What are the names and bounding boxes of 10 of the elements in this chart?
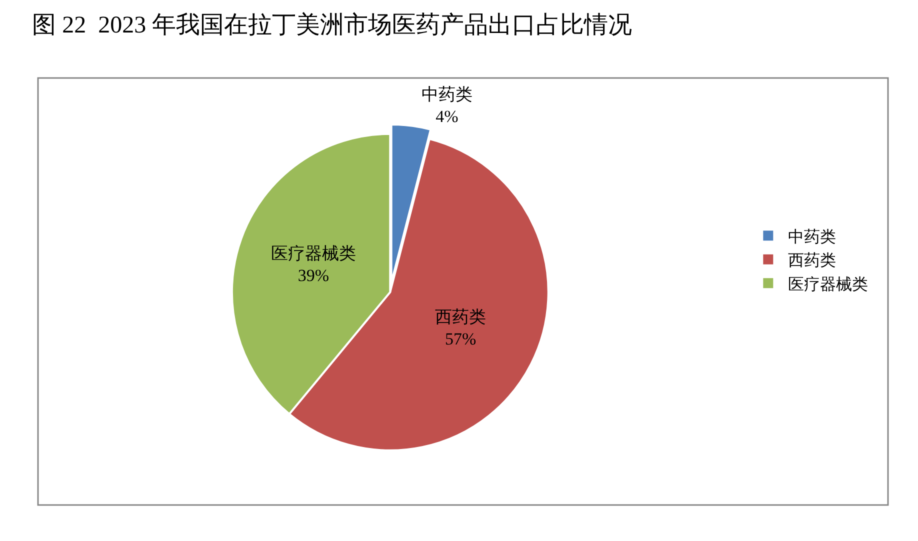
legend-label: 医疗器械类 <box>788 274 868 294</box>
data-label: 39% <box>298 266 330 286</box>
chart-title: 图 22 2023 年我国在拉丁美洲市场医药产品出口占比情况 <box>32 12 632 39</box>
data-label: 4% <box>436 107 458 126</box>
legend-label: 中药类 <box>788 226 836 246</box>
slice-label: 中药类 <box>421 84 472 104</box>
slice-label: 医疗器械类 <box>270 244 356 263</box>
slice-label: 西药类 <box>435 308 486 327</box>
legend-label: 西药类 <box>788 250 836 270</box>
data-label: 57% <box>445 330 476 349</box>
